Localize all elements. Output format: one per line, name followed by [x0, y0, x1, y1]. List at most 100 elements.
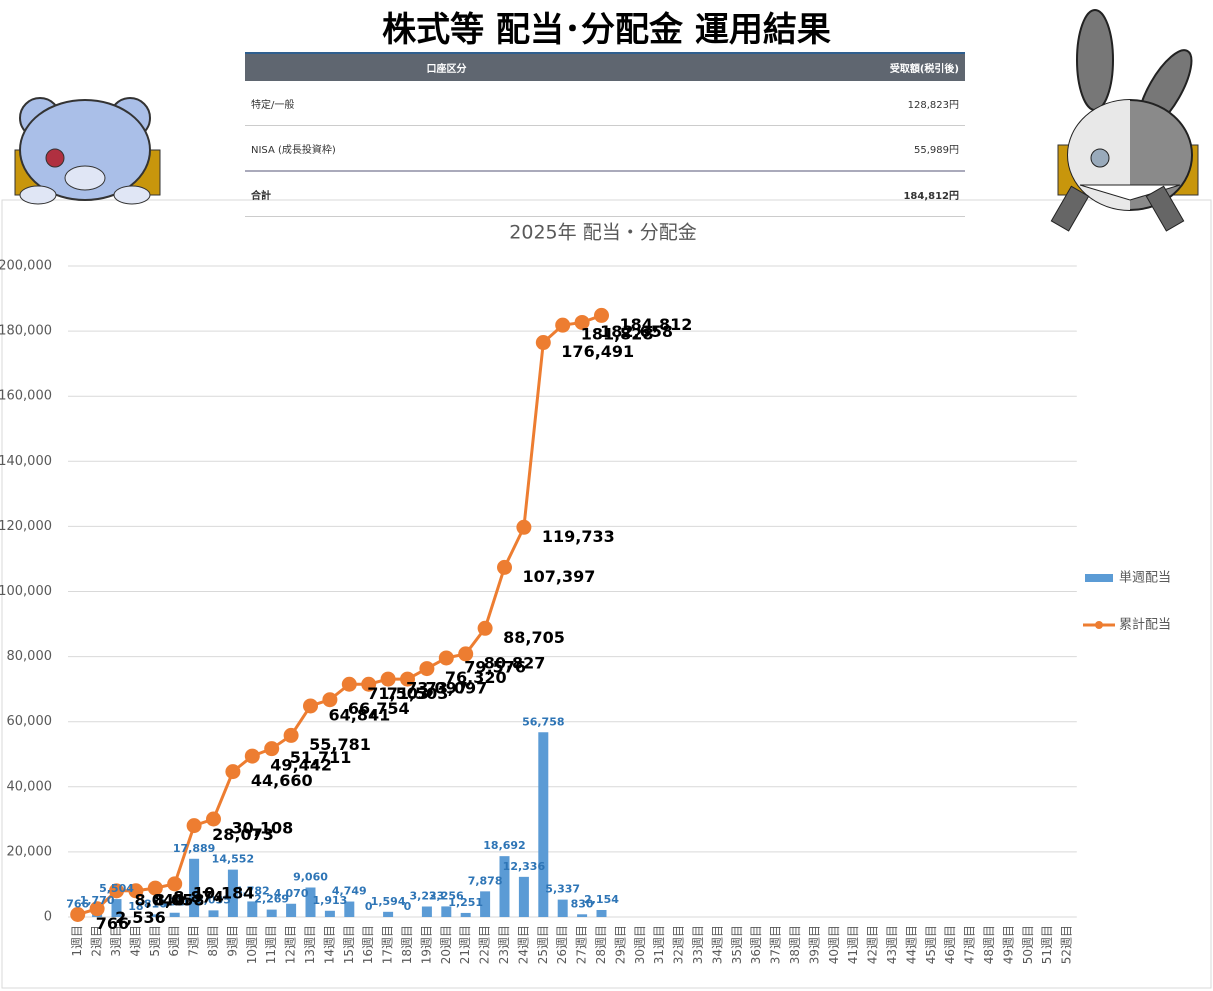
- line-value-label: 66,754: [348, 699, 410, 718]
- x-tick-label: 4週目: [128, 925, 142, 957]
- x-tick-label: 11週目: [264, 925, 278, 964]
- x-tick-label: 10週目: [245, 925, 259, 964]
- bear-mascot: [14, 97, 161, 205]
- line-marker: [128, 883, 144, 899]
- table-row: 特定/一般 128,823円: [245, 81, 965, 126]
- bar: [596, 909, 607, 917]
- line-marker: [225, 764, 241, 780]
- line-marker: [535, 335, 551, 351]
- bar: [169, 912, 180, 917]
- bar-value-label: 2,154: [584, 893, 619, 906]
- line-marker: [497, 559, 512, 575]
- line-marker: [206, 811, 221, 827]
- x-tick-label: 45週目: [924, 925, 938, 964]
- y-tick-label: 60,000: [7, 714, 53, 729]
- bar-value-label: 1,310: [157, 896, 192, 909]
- x-tick-label: 28週目: [594, 925, 608, 964]
- y-tick-label: 200,000: [0, 259, 52, 274]
- x-tick-label: 25週目: [536, 925, 550, 964]
- bar: [286, 903, 297, 917]
- line-marker: [322, 692, 338, 708]
- x-tick-label: 2週目: [90, 925, 104, 957]
- line-value-label: 766: [96, 914, 129, 933]
- y-tick-label: 100,000: [0, 584, 52, 599]
- x-tick-label: 26週目: [555, 925, 569, 964]
- x-tick-label: 8週目: [206, 925, 220, 957]
- legend-swatch: [1085, 574, 1113, 582]
- line-value-label: 8,040: [135, 890, 186, 909]
- bar-value-label: 830: [571, 897, 594, 910]
- x-tick-label: 16週目: [361, 925, 375, 964]
- table-header: 口座区分 受取額(税引後): [245, 52, 965, 81]
- bar: [344, 901, 355, 917]
- line-marker: [109, 883, 124, 899]
- bar: [266, 909, 277, 917]
- bar-value-label: 5,337: [545, 883, 580, 896]
- bar-value-label: 1,770: [80, 894, 115, 907]
- line-value-label: 71,503: [387, 684, 449, 703]
- x-tick-label: 33週目: [691, 925, 705, 964]
- bar-value-label: 56,758: [522, 715, 564, 728]
- line-value-label: 55,781: [309, 735, 371, 754]
- line-marker: [283, 727, 299, 743]
- y-tick-label: 80,000: [7, 649, 53, 664]
- x-tick-label: 15週目: [342, 925, 356, 964]
- x-tick-label: 6週目: [167, 925, 181, 957]
- line-marker: [341, 676, 357, 692]
- x-tick-label: 14週目: [322, 925, 336, 964]
- line-value-label: 44,660: [251, 771, 313, 790]
- line-value-label: 8,058: [154, 890, 205, 909]
- line-marker: [70, 907, 86, 923]
- line-value-label: 2,536: [115, 908, 166, 927]
- bar-value-label: 17,889: [173, 842, 215, 855]
- cell: 特定/一般: [245, 81, 648, 126]
- bar: [460, 912, 471, 917]
- bar-value-label: 816: [144, 897, 167, 910]
- bar-value-label: 3,223: [410, 890, 445, 903]
- bar: [189, 858, 200, 917]
- line-value-label: 184,812: [620, 315, 693, 334]
- line-value-label: 71,503: [367, 684, 429, 703]
- bar-value-label: 4,070: [274, 887, 309, 900]
- line-value-label: 88,705: [503, 628, 565, 647]
- bar-value-label: 2,035: [196, 893, 231, 906]
- bar-value-label: 1,251: [448, 896, 483, 909]
- bar: [518, 876, 529, 917]
- x-tick-label: 39週目: [807, 925, 821, 964]
- line-marker: [147, 880, 163, 896]
- x-tick-label: 44週目: [904, 925, 918, 964]
- x-tick-label: 50週目: [1021, 925, 1035, 964]
- bar: [577, 914, 588, 917]
- x-tick-label: 19週目: [419, 925, 433, 964]
- line-marker: [516, 519, 532, 535]
- y-tick-label: 120,000: [0, 519, 52, 534]
- legend-label: 単週配当: [1119, 570, 1171, 586]
- line-value-label: 182,658: [600, 322, 673, 341]
- line-value-label: 73,097: [406, 679, 468, 698]
- legend-swatch: [1095, 621, 1103, 629]
- cell: 128,823円: [647, 81, 965, 126]
- x-tick-label: 35週目: [730, 925, 744, 964]
- table-row: NISA (成長投資枠) 55,989円: [245, 125, 965, 172]
- bar-value-label: 7,878: [468, 874, 503, 887]
- x-tick-label: 20週目: [439, 925, 453, 964]
- x-tick-label: 7週目: [187, 925, 201, 957]
- x-tick-label: 18週目: [400, 925, 414, 964]
- x-tick-label: 52週目: [1060, 925, 1074, 964]
- x-tick-label: 51週目: [1040, 925, 1054, 964]
- chart-title: 2025年 配当・分配金: [509, 222, 696, 244]
- bar: [421, 906, 432, 917]
- line-value-label: 30,108: [232, 818, 294, 837]
- bar: [383, 911, 394, 917]
- bar: [227, 869, 238, 917]
- line-marker: [303, 698, 318, 714]
- line-marker: [167, 876, 183, 892]
- bar: [557, 899, 568, 917]
- x-tick-label: 29週目: [613, 925, 627, 964]
- x-tick-label: 36週目: [749, 925, 763, 964]
- bar-value-label: 0: [404, 900, 412, 913]
- bar: [150, 914, 161, 917]
- bar: [111, 899, 122, 917]
- line-marker: [361, 676, 377, 692]
